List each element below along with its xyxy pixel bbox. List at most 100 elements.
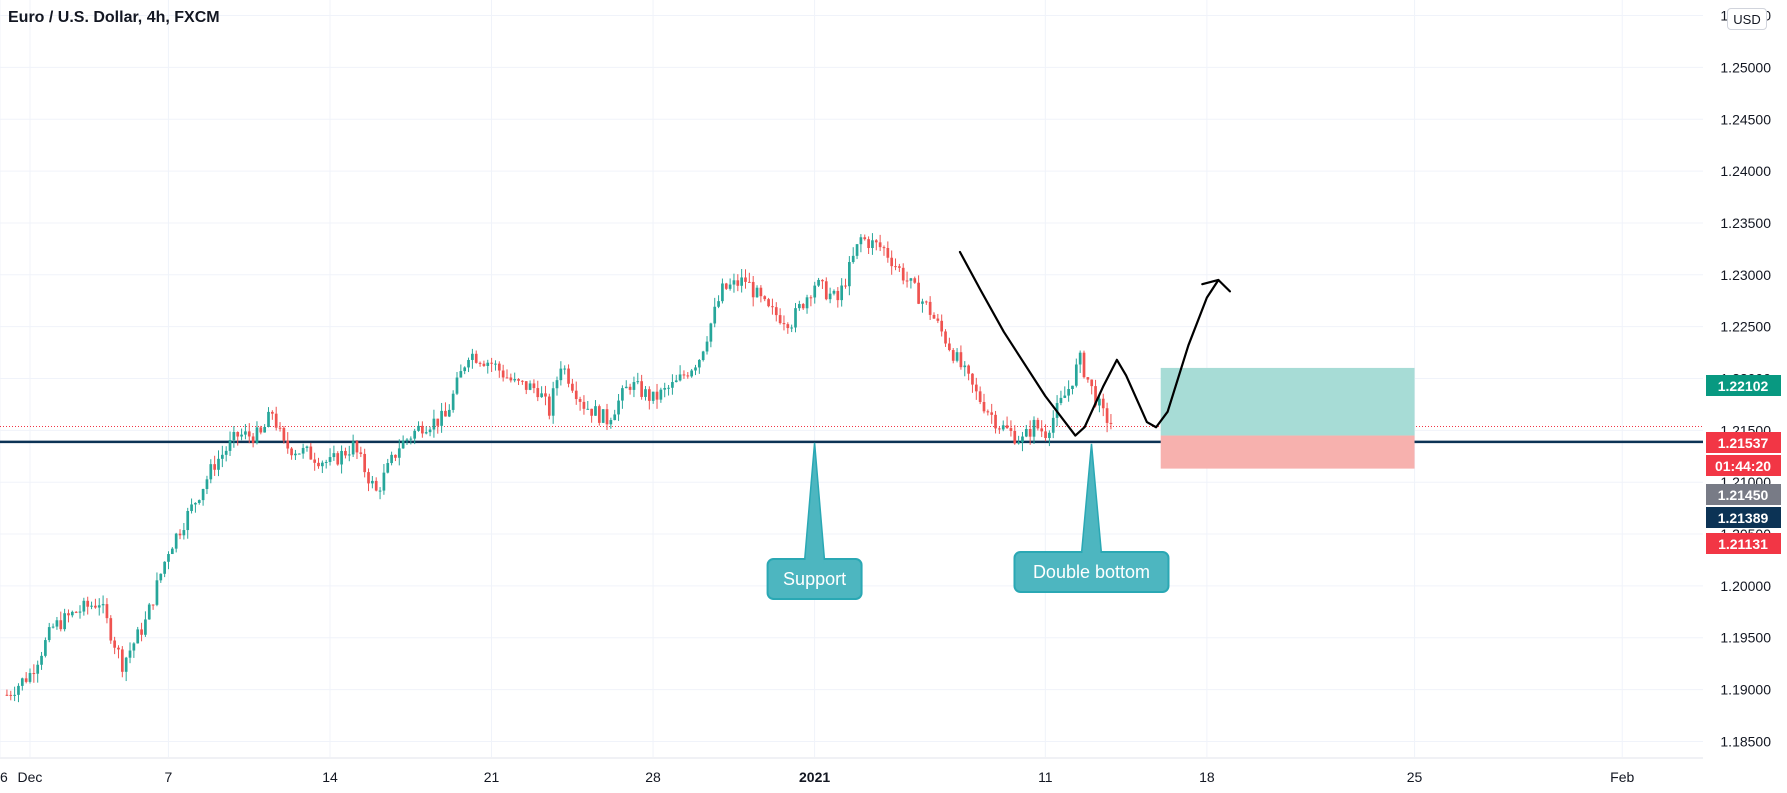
candle-body — [447, 409, 451, 417]
candle-body — [651, 391, 655, 401]
candle-body — [878, 242, 882, 248]
candle-body — [47, 627, 51, 641]
candle-body — [24, 678, 28, 682]
stop-zone — [1160, 435, 1415, 469]
candle-body — [163, 561, 166, 574]
candle-body — [728, 284, 732, 289]
candle-body — [778, 315, 782, 324]
candle-body — [297, 453, 301, 455]
candle-body — [67, 613, 70, 616]
candle-body — [155, 580, 159, 605]
time-tick-label: 28 — [645, 769, 661, 785]
price-axis[interactable]: 1.255001.250001.245001.240001.235001.230… — [1703, 0, 1787, 793]
candle-body — [213, 464, 216, 470]
candle-body — [1009, 428, 1013, 431]
candle-body — [555, 380, 559, 389]
candle-body — [605, 409, 609, 425]
time-axis[interactable]: 6 Dec 7 14 21 28 2021 11 18 25 Feb — [0, 757, 1703, 793]
candle-body — [1101, 398, 1105, 409]
candle-body — [44, 640, 47, 656]
candle-body — [1059, 397, 1063, 404]
candle-body — [405, 439, 409, 441]
time-tick-label: 25 — [1407, 769, 1423, 785]
candle-body — [659, 389, 663, 400]
candle-body — [828, 293, 832, 300]
candle-body — [801, 304, 805, 309]
candle-body — [1071, 385, 1074, 390]
candle-body — [70, 611, 74, 616]
candle-body — [94, 605, 97, 608]
candle-body — [463, 367, 467, 372]
candle-body — [559, 368, 563, 381]
time-tick-label: 18 — [1199, 769, 1215, 785]
support-label: Support — [783, 569, 846, 589]
double-bottom-pointer — [1080, 443, 1103, 555]
position-zone[interactable] — [1160, 367, 1415, 469]
candle-body — [147, 604, 151, 620]
candle-body — [732, 280, 736, 285]
price-tick-label: 1.20000 — [1720, 578, 1771, 594]
candle-body — [186, 511, 190, 531]
candle-body — [990, 412, 994, 415]
projection-drawing[interactable] — [958, 250, 1232, 437]
candle-body — [794, 308, 797, 328]
candle-body — [647, 389, 651, 401]
candle-body — [1021, 436, 1024, 443]
candle-body — [521, 380, 524, 382]
candle-body — [224, 450, 228, 455]
candle-body — [197, 500, 201, 503]
candle-body — [805, 297, 809, 309]
candle-body — [467, 359, 470, 368]
price-tick-label: 1.25000 — [1720, 59, 1771, 75]
candle-body — [924, 301, 928, 303]
candle-body — [374, 480, 378, 491]
candle-body — [944, 331, 947, 344]
candle-body — [74, 611, 78, 613]
candle-body — [313, 459, 317, 463]
candle-body — [1109, 422, 1113, 424]
price-badge-label: 1.21389 — [1718, 510, 1769, 526]
candle-body — [617, 400, 620, 415]
candle-body — [424, 432, 428, 434]
candle-body — [478, 362, 482, 364]
candle-body — [663, 387, 667, 390]
candle-body — [336, 453, 340, 465]
candle-body — [1040, 428, 1044, 432]
candle-body — [220, 454, 224, 459]
candle-body — [678, 374, 682, 381]
candle-body — [655, 391, 659, 400]
time-tick-label: Feb — [1610, 769, 1634, 785]
price-tick-label: 1.22500 — [1720, 319, 1771, 335]
currency-button[interactable]: USD — [1727, 8, 1767, 30]
callout-annotations[interactable]: Support Double bottom — [766, 442, 1170, 600]
time-tick-label: 21 — [484, 769, 500, 785]
candle-body — [671, 382, 674, 388]
candle-body — [517, 379, 520, 381]
candle-body — [832, 290, 836, 294]
projection-arrowhead — [1201, 278, 1232, 293]
candle-body — [51, 626, 55, 628]
candle-body — [251, 436, 255, 443]
candle-body — [824, 281, 828, 300]
candle-body — [594, 406, 597, 416]
candle-body — [686, 375, 690, 377]
candle-body — [1001, 425, 1005, 430]
candle-body — [682, 374, 686, 376]
candle-body — [759, 287, 763, 297]
candle-body — [621, 388, 624, 401]
candle-body — [821, 279, 824, 282]
price-axis-bg — [1703, 0, 1787, 793]
candle-body — [1090, 379, 1094, 387]
candle-body — [936, 318, 940, 321]
candle-body — [274, 413, 278, 428]
candle-body — [413, 430, 417, 439]
candle-body — [998, 428, 1001, 430]
price-tick-label: 1.24500 — [1720, 111, 1771, 127]
candle-body — [247, 431, 251, 437]
candle-body — [201, 489, 205, 501]
candle-body — [178, 533, 182, 536]
candle-body — [28, 673, 32, 682]
time-tick-label: 14 — [322, 769, 338, 785]
double-bottom-joint — [1082, 551, 1101, 557]
